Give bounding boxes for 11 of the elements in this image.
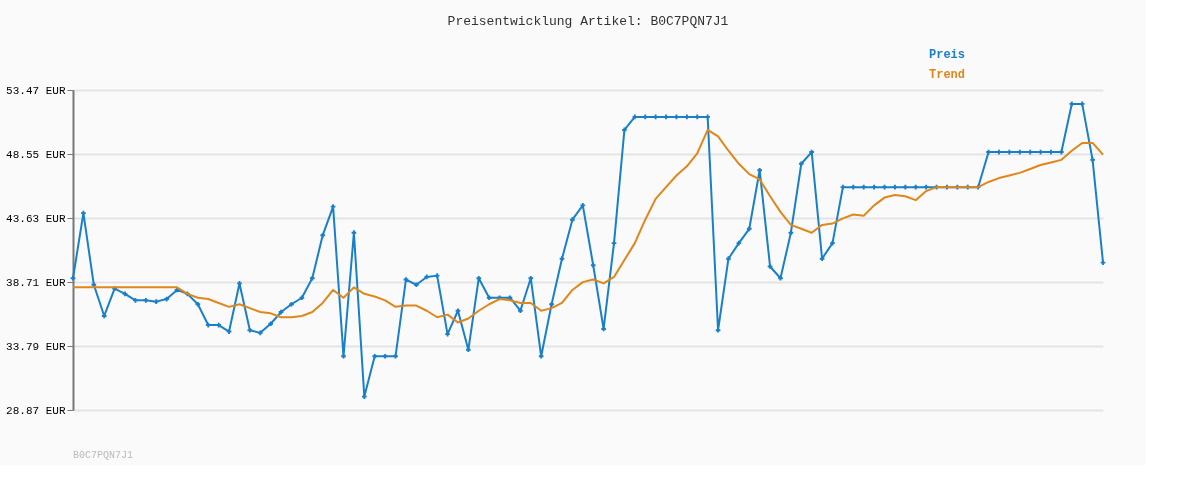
y-tick-label: 43.63 EUR — [6, 212, 66, 225]
chart-title: Preisentwicklung Artikel: B0C7PQN7J1 — [447, 14, 729, 29]
text: B0C7PQN7J1 — [73, 450, 134, 461]
y-tick-label: 28.87 EUR — [6, 404, 66, 417]
text: Trend — [929, 68, 966, 82]
line-series — [72, 128, 1104, 324]
y-tick-label: 33.79 EUR — [6, 340, 66, 353]
text: Preis — [929, 48, 966, 62]
y-tick-label: 53.47 EUR — [6, 84, 66, 97]
y-tick-label: 38.71 EUR — [6, 276, 66, 289]
y-tick-label: 48.55 EUR — [6, 148, 66, 161]
